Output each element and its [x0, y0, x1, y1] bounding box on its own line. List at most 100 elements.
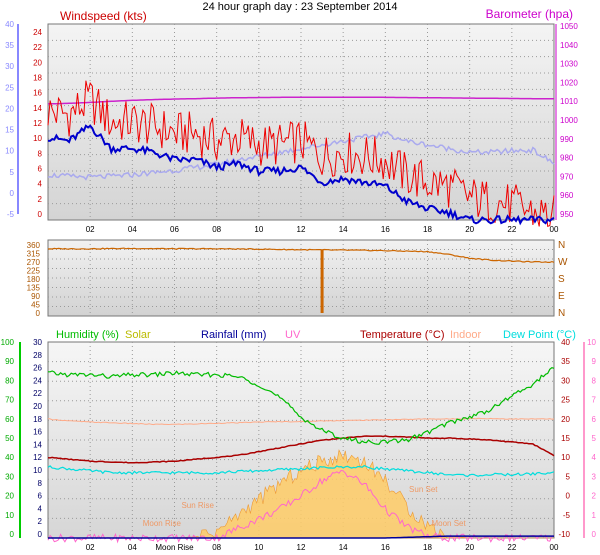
- indoor-temperature-line: [47, 417, 555, 426]
- uv-tick-label: 7: [592, 396, 597, 405]
- wind-x-tick-label: 06: [170, 225, 179, 234]
- wind-tick-label: 20: [33, 58, 42, 67]
- direction-tick-label: 180: [27, 275, 41, 284]
- temperature-tick-label: 35: [561, 357, 570, 366]
- baro-tick-label: 1000: [560, 116, 578, 125]
- direction-series: [47, 247, 555, 313]
- direction-tick-label: 135: [27, 284, 41, 293]
- temperature-tick-label: 15: [561, 434, 570, 443]
- wind-outer-tick-label: 20: [5, 104, 14, 113]
- humidity-x-tick-label: 16: [381, 543, 390, 552]
- uv-tick-label: 0: [592, 530, 597, 539]
- uv-tick-label: 5: [592, 434, 597, 443]
- wind-outer-tick-label: 15: [5, 126, 14, 135]
- wind-tick-label: 14: [33, 104, 42, 113]
- baro-tick-label: 990: [560, 135, 574, 144]
- uv-tick-label: 9: [592, 357, 597, 366]
- wind-tick-label: 18: [33, 74, 42, 83]
- wind-tick-label: 6: [38, 165, 43, 174]
- legend-label: Humidity (%): [56, 329, 119, 341]
- wind-x-tick-label: 00: [550, 225, 559, 234]
- direction-tick-label: 225: [27, 267, 41, 276]
- rainfall-tick-label: 22: [33, 389, 42, 398]
- humidity-tick-label: 30: [5, 472, 14, 481]
- rainfall-tick-label: 8: [38, 479, 43, 488]
- direction-tick-label: 0: [36, 309, 41, 318]
- wind-tick-label: 0: [38, 210, 43, 219]
- humidity-tick-label: 100: [1, 338, 15, 347]
- temperature-tick-label: -5: [563, 511, 571, 520]
- direction-compass-label: E: [558, 291, 565, 302]
- baro-tick-label: 1010: [560, 97, 578, 106]
- rainfall-tick-label: 0: [38, 530, 43, 539]
- legend-label: Temperature (°C): [360, 329, 444, 341]
- wind-x-tick-label: 04: [128, 225, 137, 234]
- direction-compass-label: N: [558, 308, 565, 319]
- uv-tick-label: 6: [592, 415, 597, 424]
- wind-x-tick-label: 18: [423, 225, 432, 234]
- sun-moon-annotation: Sun Rise: [181, 501, 214, 510]
- humidity-tick-label: 50: [5, 434, 14, 443]
- uv-tick-label: 4: [592, 453, 597, 462]
- humidity-x-tick-label: 08: [212, 543, 221, 552]
- humidity-tick-label: 70: [5, 396, 14, 405]
- humidity-tick-label: 10: [5, 511, 14, 520]
- direction-tick-label: 270: [27, 258, 41, 267]
- humidity-x-tick-label: 12: [297, 543, 306, 552]
- humidity-x-tick-label: 18: [423, 543, 432, 552]
- wind-outer-tick-label: 40: [5, 20, 14, 29]
- rainfall-tick-label: 10: [33, 466, 42, 475]
- wind-gridlines: [48, 24, 554, 220]
- wind-outer-tick-label: 5: [10, 168, 15, 177]
- wind-x-tick-label: 08: [212, 225, 221, 234]
- legend-label: Dew Point (°C): [503, 329, 576, 341]
- wind-direction-line: [47, 247, 555, 263]
- windspeed-average-line: [47, 124, 555, 226]
- humidity-legend: Humidity (%) Solar Rainfall (mm) UV Temperat…: [56, 329, 576, 341]
- humidity-series: Sun Rise Moon Rise Sun Set Moon Set: [47, 367, 555, 544]
- rainfall-tick-label: 26: [33, 364, 42, 373]
- humidity-x-tick-label: 02: [86, 543, 95, 552]
- sun-moon-annotation: Moon Rise: [143, 519, 182, 528]
- wind-x-tick-label: 20: [465, 225, 474, 234]
- sun-moon-annotation: Moon Set: [431, 519, 466, 528]
- humidity-line: [48, 367, 555, 445]
- wind-x-tick-label: 02: [86, 225, 95, 234]
- wind-series: [47, 80, 555, 227]
- wind-outer-tick-label: 0: [10, 189, 15, 198]
- humidity-tick-label: 20: [5, 492, 14, 501]
- direction-compass-label: N: [558, 240, 565, 251]
- rainfall-tick-label: 30: [33, 338, 42, 347]
- temperature-tick-label: 0: [566, 492, 571, 501]
- temperature-tick-label: -10: [558, 530, 570, 539]
- uv-tick-label: 8: [592, 376, 597, 385]
- temperature-tick-label: 10: [561, 453, 570, 462]
- wind-x-tick-label: 12: [297, 225, 306, 234]
- legend-label: UV: [285, 329, 301, 341]
- legend-label: Indoor: [450, 329, 482, 341]
- rainfall-tick-label: 28: [33, 351, 42, 360]
- humidity-x-tick-label: Moon Rise: [155, 543, 194, 552]
- baro-tick-label: 980: [560, 154, 574, 163]
- wind-x-tick-label: 14: [339, 225, 348, 234]
- humidity-axes: 1009080706050403020100302826242220181614…: [1, 338, 597, 552]
- wind-tick-label: 22: [33, 43, 42, 52]
- temperature-line: [47, 435, 555, 464]
- rainfall-tick-label: 24: [33, 376, 42, 385]
- wind-x-tick-label: 16: [381, 225, 390, 234]
- humidity-tick-label: 40: [5, 453, 14, 462]
- rainfall-tick-label: 4: [38, 504, 43, 513]
- rainfall-tick-label: 18: [33, 415, 42, 424]
- rainfall-tick-label: 2: [38, 517, 43, 526]
- rainfall-line: [48, 535, 554, 539]
- barometer-line: [47, 96, 554, 105]
- chart-title: 24 hour graph day : 23 September 2014: [202, 1, 397, 13]
- direction-tick-label: 90: [31, 292, 40, 301]
- barometer-axis-title: Barometer (hpa): [486, 7, 573, 21]
- rainfall-tick-label: 16: [33, 428, 42, 437]
- temperature-tick-label: 20: [561, 415, 570, 424]
- wind-outer-tick-label: 10: [5, 147, 14, 156]
- temperature-tick-label: 25: [561, 396, 570, 405]
- rainfall-tick-label: 14: [33, 440, 42, 449]
